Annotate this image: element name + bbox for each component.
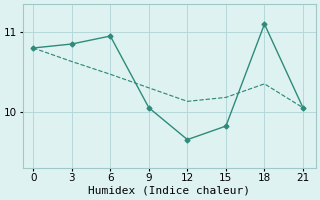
X-axis label: Humidex (Indice chaleur): Humidex (Indice chaleur) [88,186,251,196]
